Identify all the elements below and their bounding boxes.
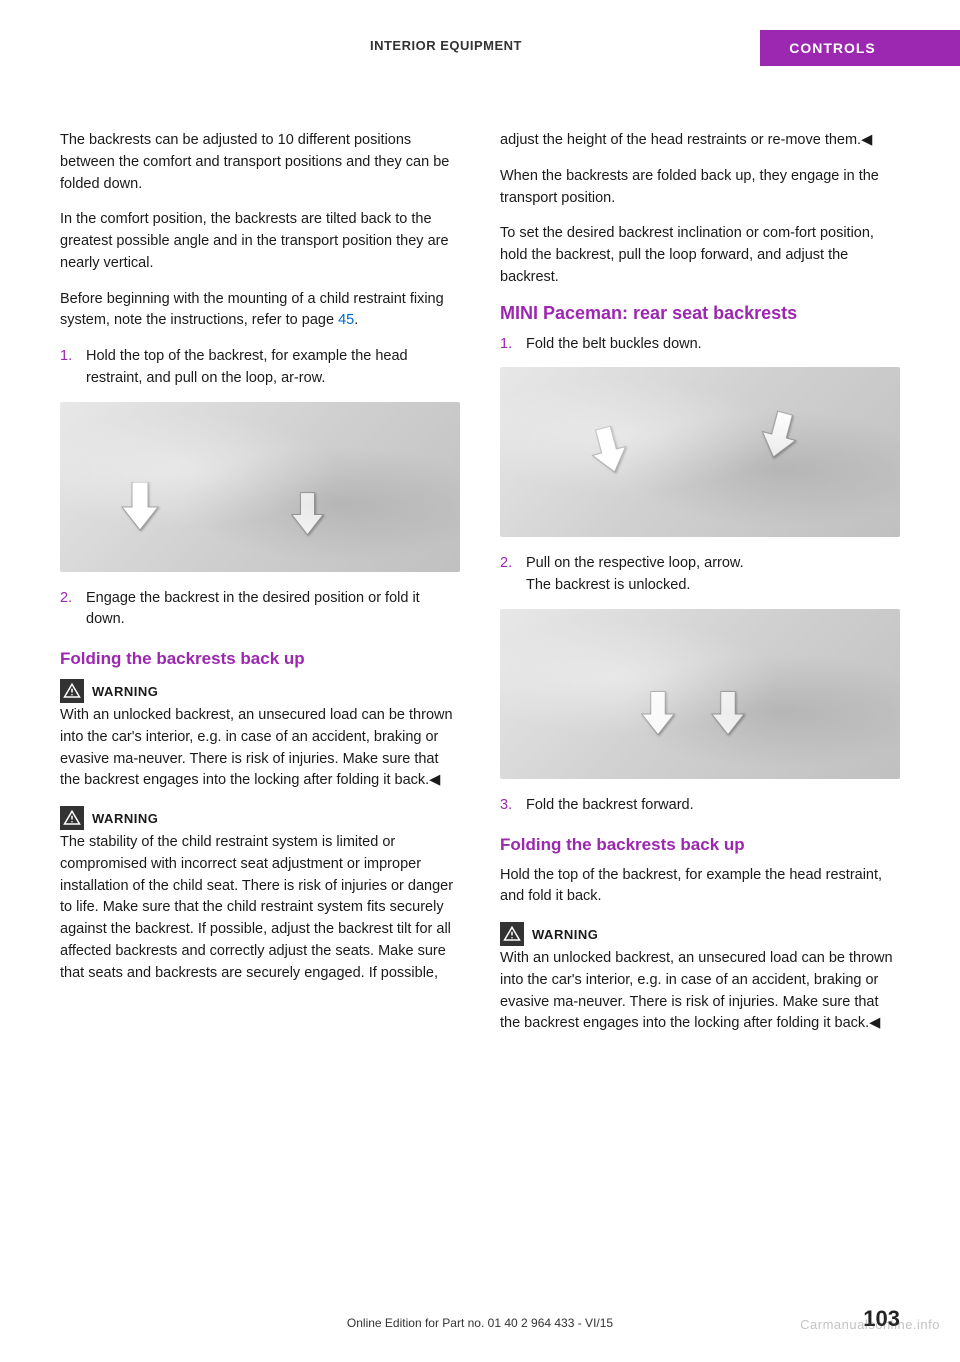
- warning-block-2: WARNING The stability of the child restr…: [60, 806, 460, 984]
- section-heading-paceman: MINI Paceman: rear seat backrests: [500, 303, 900, 324]
- step-number: 1.: [500, 334, 526, 356]
- warning-text-3: With an unlocked backrest, an unsecured …: [500, 948, 900, 1035]
- warning-icon: [500, 922, 524, 946]
- watermark-text: Carmanualsonline.info: [800, 1317, 940, 1332]
- right-para-3: To set the desired backrest inclination …: [500, 223, 900, 288]
- warning-header: WARNING: [60, 806, 460, 830]
- step-number: 2.: [60, 588, 86, 632]
- illustration-backrest-loop: [60, 402, 460, 572]
- illustration-loop-pull: [500, 609, 900, 779]
- right-para-2: When the backrests are folded back up, t…: [500, 166, 900, 210]
- step-text: Engage the backrest in the desired posit…: [86, 588, 460, 632]
- page-container: INTERIOR EQUIPMENT CONTROLS The backrest…: [0, 0, 960, 1362]
- step-number: 2.: [500, 553, 526, 597]
- right-step-2: 2. Pull on the respective loop, arrow. T…: [500, 553, 900, 597]
- warning-header: WARNING: [500, 922, 900, 946]
- left-step-2: 2. Engage the backrest in the desired po…: [60, 588, 460, 632]
- warning-text-2: The stability of the child restraint sys…: [60, 832, 460, 984]
- content-columns: The backrests can be adjusted to 10 diff…: [60, 130, 900, 1049]
- right-step-1: 1. Fold the belt buckles down.: [500, 334, 900, 356]
- header-tab-label: CONTROLS: [789, 40, 931, 56]
- warning-icon: [60, 679, 84, 703]
- warning-label: WARNING: [92, 684, 158, 699]
- step-number: 1.: [60, 346, 86, 390]
- warning-label: WARNING: [92, 811, 158, 826]
- arrow-down-icon: [290, 492, 325, 537]
- left-para-1: The backrests can be adjusted to 10 diff…: [60, 130, 460, 195]
- left-para-2: In the comfort position, the backrests a…: [60, 209, 460, 274]
- arrow-down-icon: [120, 482, 160, 532]
- header-section-label: INTERIOR EQUIPMENT: [370, 38, 522, 53]
- warning-text-1: With an unlocked backrest, an unsecured …: [60, 705, 460, 792]
- step-text: Fold the belt buckles down.: [526, 334, 900, 356]
- step-text: Hold the top of the backrest, for exampl…: [86, 346, 460, 390]
- left-step-1: 1. Hold the top of the backrest, for exa…: [60, 346, 460, 390]
- page-header: INTERIOR EQUIPMENT CONTROLS: [60, 30, 900, 70]
- footer-edition-text: Online Edition for Part no. 01 40 2 964 …: [347, 1316, 613, 1330]
- step-2-line2: The backrest is unlocked.: [526, 577, 690, 593]
- left-para-3a: Before beginning with the mounting of a …: [60, 291, 444, 329]
- left-para-3b: .: [354, 312, 358, 328]
- step-2-line1: Pull on the respective loop, arrow.: [526, 555, 744, 571]
- warning-block-3: WARNING With an unlocked backrest, an un…: [500, 922, 900, 1035]
- illustration-belt-buckles: [500, 367, 900, 537]
- subheading-folding-back: Folding the backrests back up: [60, 649, 460, 669]
- arrow-down-icon: [640, 689, 676, 739]
- warning-block-1: WARNING With an unlocked backrest, an un…: [60, 679, 460, 792]
- right-para-4: Hold the top of the backrest, for exampl…: [500, 865, 900, 909]
- arrow-down-icon: [584, 423, 633, 479]
- left-para-3: Before beginning with the mounting of a …: [60, 289, 460, 333]
- step-text: Pull on the respective loop, arrow. The …: [526, 553, 900, 597]
- warning-header: WARNING: [60, 679, 460, 703]
- arrow-down-icon: [754, 408, 803, 464]
- right-column: adjust the height of the head restraints…: [500, 130, 900, 1049]
- right-para-1: adjust the height of the head restraints…: [500, 130, 900, 152]
- arrow-down-icon: [710, 689, 746, 739]
- step-number: 3.: [500, 795, 526, 817]
- left-column: The backrests can be adjusted to 10 diff…: [60, 130, 460, 1049]
- warning-icon: [60, 806, 84, 830]
- right-step-3: 3. Fold the backrest forward.: [500, 795, 900, 817]
- header-tab: CONTROLS: [760, 30, 960, 66]
- page-link-45[interactable]: 45: [338, 312, 354, 328]
- subheading-folding-back-right: Folding the backrests back up: [500, 835, 900, 855]
- warning-label: WARNING: [532, 927, 598, 942]
- step-text: Fold the backrest forward.: [526, 795, 900, 817]
